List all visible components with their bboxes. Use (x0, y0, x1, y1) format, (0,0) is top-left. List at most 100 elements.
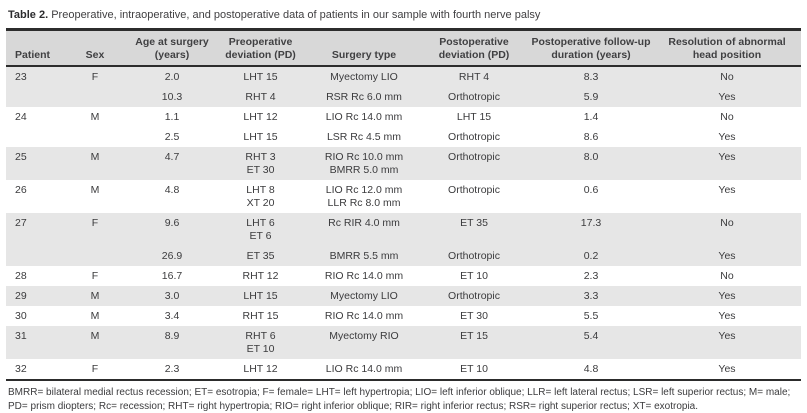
table-cell: Orthotropic (419, 246, 529, 266)
column-header: Patient (6, 30, 58, 67)
table-cell (58, 127, 132, 147)
table-cell: Myectomy RIO (309, 326, 419, 359)
table-cell: RHT 3 ET 30 (212, 147, 309, 180)
table-cell: 2.3 (132, 359, 212, 380)
table-cell: F (58, 266, 132, 286)
table-cell: LSR Rc 4.5 mm (309, 127, 419, 147)
table-cell: LHT 12 (212, 107, 309, 127)
table-cell: 32 (6, 359, 58, 380)
table-cell: RIO Rc 10.0 mm BMRR 5.0 mm (309, 147, 419, 180)
table-cell (58, 87, 132, 107)
table-cell: 0.6 (529, 180, 653, 213)
table-cell: Yes (653, 127, 801, 147)
table-cell: ET 35 (419, 213, 529, 246)
table-cell: 9.6 (132, 213, 212, 246)
table-cell: 4.7 (132, 147, 212, 180)
table-cell: Yes (653, 359, 801, 380)
table-cell: Myectomy LIO (309, 66, 419, 87)
column-header: Sex (58, 30, 132, 67)
table-cell: Yes (653, 326, 801, 359)
table-cell: 10.3 (132, 87, 212, 107)
table-cell: 27 (6, 213, 58, 246)
table-cell: 26.9 (132, 246, 212, 266)
footnote-line: PD= prism diopters; Rc= recession; RHT= … (8, 400, 799, 413)
table-cell: 30 (6, 306, 58, 326)
table-cell: 8.9 (132, 326, 212, 359)
table-cell: Orthotropic (419, 147, 529, 180)
table-footnote: BMRR= bilateral medial rectus recession;… (6, 381, 801, 413)
table-cell (58, 246, 132, 266)
table-cell: 1.1 (132, 107, 212, 127)
table-cell: 8.0 (529, 147, 653, 180)
table-cell: RHT 6 ET 10 (212, 326, 309, 359)
table-cell: LHT 15 (212, 286, 309, 306)
column-header: Resolution of abnormal head position (653, 30, 801, 67)
table-cell: RHT 4 (419, 66, 529, 87)
table-cell: Yes (653, 87, 801, 107)
table-cell: 4.8 (529, 359, 653, 380)
table-cell: RIO Rc 14.0 mm (309, 266, 419, 286)
table-cell: LHT 8 XT 20 (212, 180, 309, 213)
table-cell (6, 127, 58, 147)
table-cell: RHT 12 (212, 266, 309, 286)
table-caption: Table 2. Preoperative, intraoperative, a… (6, 5, 801, 28)
table-cell: M (58, 326, 132, 359)
table-cell: Yes (653, 306, 801, 326)
table-cell: M (58, 180, 132, 213)
table-cell: 3.3 (529, 286, 653, 306)
column-header: Postoperative deviation (PD) (419, 30, 529, 67)
table-cell: Orthotropic (419, 87, 529, 107)
table-cell: ET 10 (419, 266, 529, 286)
table-cell: ET 15 (419, 326, 529, 359)
table-cell: M (58, 286, 132, 306)
table-cell: 16.7 (132, 266, 212, 286)
table-cell: 8.3 (529, 66, 653, 87)
table-cell: M (58, 306, 132, 326)
table-cell: Yes (653, 147, 801, 180)
table-cell: 5.5 (529, 306, 653, 326)
table-cell: LIO Rc 14.0 mm (309, 359, 419, 380)
table-cell: LIO Rc 14.0 mm (309, 107, 419, 127)
table-cell: 25 (6, 147, 58, 180)
table-cell: ET 35 (212, 246, 309, 266)
table-cell: Rc RIR 4.0 mm (309, 213, 419, 246)
table-cell: ET 10 (419, 359, 529, 380)
table-cell: 8.6 (529, 127, 653, 147)
table-cell: 3.0 (132, 286, 212, 306)
table-cell: RHT 4 (212, 87, 309, 107)
table-cell: F (58, 213, 132, 246)
table-cell: Orthotropic (419, 127, 529, 147)
column-header: Surgery type (309, 30, 419, 67)
table-cell: M (58, 107, 132, 127)
table-cell: LIO Rc 12.0 mm LLR Rc 8.0 mm (309, 180, 419, 213)
table-cell: RSR Rc 6.0 mm (309, 87, 419, 107)
table-cell: No (653, 266, 801, 286)
table-caption-text: Preoperative, intraoperative, and postop… (48, 9, 540, 21)
table-cell: 23 (6, 66, 58, 87)
footnote-line: BMRR= bilateral medial rectus recession;… (8, 386, 799, 400)
column-header: Postoperative follow-up duration (years) (529, 30, 653, 67)
table-cell: 28 (6, 266, 58, 286)
table-cell: M (58, 147, 132, 180)
table-cell: Yes (653, 180, 801, 213)
table-cell: LHT 15 (419, 107, 529, 127)
table-cell: 3.4 (132, 306, 212, 326)
table-cell: 31 (6, 326, 58, 359)
table-cell: 0.2 (529, 246, 653, 266)
table-cell: 24 (6, 107, 58, 127)
table-cell: 4.8 (132, 180, 212, 213)
table-cell: Orthotropic (419, 180, 529, 213)
